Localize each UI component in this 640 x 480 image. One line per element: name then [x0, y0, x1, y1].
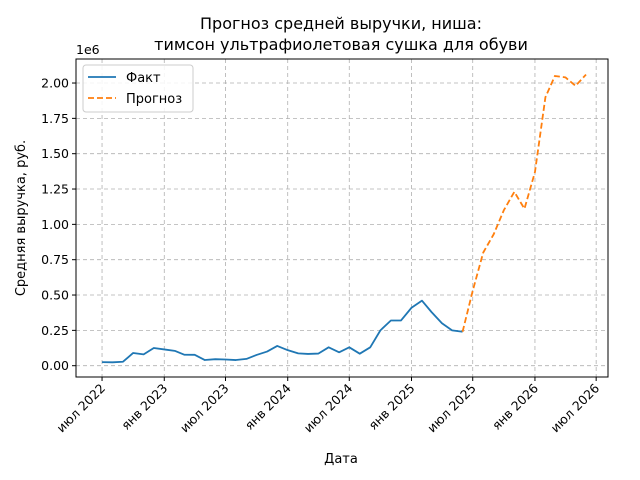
- y-tick-label: 0.25: [41, 323, 69, 338]
- series-lines: [102, 73, 587, 364]
- x-tick-label: янв 2024: [242, 380, 294, 432]
- chart-title-line-2: тимсон ультрафиолетовая сушка для обуви: [154, 35, 528, 54]
- x-tick-label: янв 2026: [489, 380, 541, 432]
- legend: Факт Прогноз: [82, 64, 194, 113]
- y-tick-label: 2.00: [41, 76, 69, 91]
- y-tick-label: 1.75: [41, 111, 69, 126]
- series-line-0: [102, 299, 463, 364]
- y-tick-label: 1.00: [41, 217, 69, 232]
- y-tick-label: 0.50: [41, 288, 69, 303]
- x-tick-label: июл 2024: [301, 380, 356, 435]
- legend-label-forecast: Прогноз: [126, 92, 182, 107]
- x-axis-label: Дата: [324, 452, 358, 467]
- y-axis-label: Средняя выручка, руб.: [14, 140, 29, 296]
- y-tick-label: 1.50: [41, 146, 69, 161]
- x-tick-label: июл 2023: [177, 381, 232, 436]
- x-tick-label: янв 2023: [118, 381, 170, 433]
- series-line-1: [461, 73, 587, 332]
- y-tick-label: 0.75: [41, 252, 69, 267]
- x-axis: июл 2022 янв 2023 июл 2023 янв 2024 июл 2024…: [53, 377, 602, 435]
- legend-label-fact: Факт: [126, 71, 161, 86]
- x-tick-label: июл 2022: [53, 381, 108, 436]
- x-tick-label: июл 2026: [548, 380, 603, 435]
- plot-frame: [75, 58, 609, 378]
- y-tick-label: 0.00: [41, 358, 69, 373]
- chart-title-line-1: Прогноз средней выручки, ниша:: [200, 14, 482, 33]
- y-axis: 0.00 0.25 0.50 0.75 1.00 1.25 1.50 1.75 2.00: [41, 76, 76, 373]
- y-offset-label: 1e6: [76, 42, 100, 57]
- y-tick-label: 1.25: [41, 182, 69, 197]
- x-tick-label: янв 2025: [365, 381, 417, 433]
- x-tick-label: июл 2025: [424, 381, 479, 436]
